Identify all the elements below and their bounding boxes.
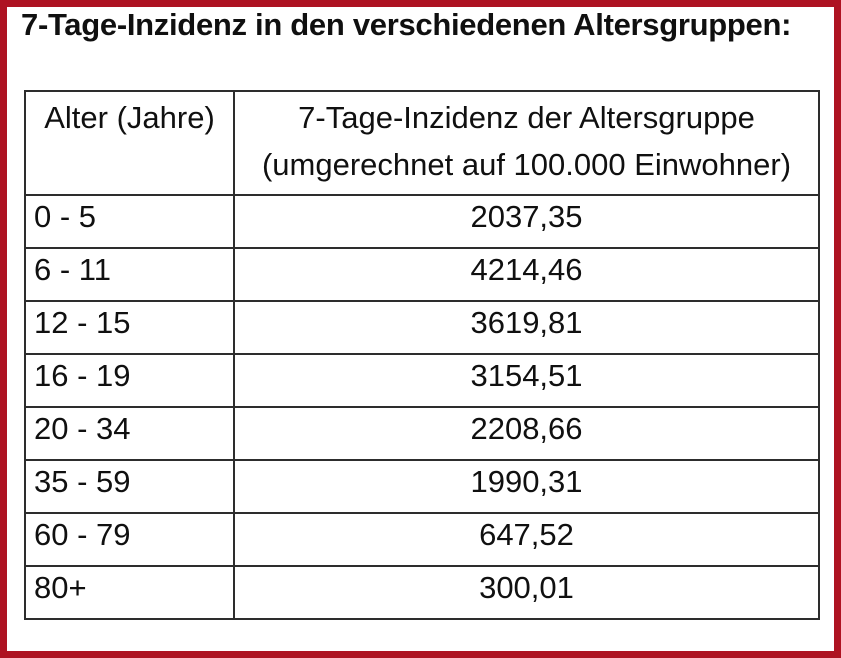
- table-row: 0 - 5 2037,35: [24, 194, 820, 249]
- age-cell: 80+: [24, 565, 235, 620]
- incidence-cell: 4214,46: [233, 247, 820, 302]
- incidence-cell: 3619,81: [233, 300, 820, 355]
- incidence-cell: 3154,51: [233, 353, 820, 408]
- incidence-cell: 300,01: [233, 565, 820, 620]
- incidence-cell: 2208,66: [233, 406, 820, 461]
- incidence-table: Alter (Jahre) 7-Tage-Inzidenz der Alters…: [24, 90, 820, 620]
- table-row: 12 - 15 3619,81: [24, 300, 820, 355]
- incidence-cell: 2037,35: [233, 194, 820, 249]
- table-row: 35 - 59 1990,31: [24, 459, 820, 514]
- header-incidence-line1: 7-Tage-Inzidenz der Altersgruppe: [298, 100, 755, 135]
- header-age-cell: Alter (Jahre): [24, 90, 235, 196]
- table-header-row: Alter (Jahre) 7-Tage-Inzidenz der Alters…: [24, 90, 820, 196]
- header-incidence-cell: 7-Tage-Inzidenz der Altersgruppe (umgere…: [233, 90, 820, 196]
- table-row: 16 - 19 3154,51: [24, 353, 820, 408]
- incidence-cell: 1990,31: [233, 459, 820, 514]
- table-row: 6 - 11 4214,46: [24, 247, 820, 302]
- header-incidence-line2: (umgerechnet auf 100.000 Einwohner): [261, 147, 792, 182]
- age-cell: 20 - 34: [24, 406, 235, 461]
- age-cell: 0 - 5: [24, 194, 235, 249]
- age-cell: 35 - 59: [24, 459, 235, 514]
- age-cell: 16 - 19: [24, 353, 235, 408]
- table-row: 60 - 79 647,52: [24, 512, 820, 567]
- page-title: 7-Tage-Inzidenz in den verschiedenen Alt…: [21, 7, 792, 42]
- table-row: 80+ 300,01: [24, 565, 820, 620]
- incidence-cell: 647,52: [233, 512, 820, 567]
- table-body: 0 - 5 2037,35 6 - 11 4214,46 12 - 15 361…: [24, 194, 820, 620]
- age-cell: 60 - 79: [24, 512, 235, 567]
- age-cell: 6 - 11: [24, 247, 235, 302]
- table-row: 20 - 34 2208,66: [24, 406, 820, 461]
- age-cell: 12 - 15: [24, 300, 235, 355]
